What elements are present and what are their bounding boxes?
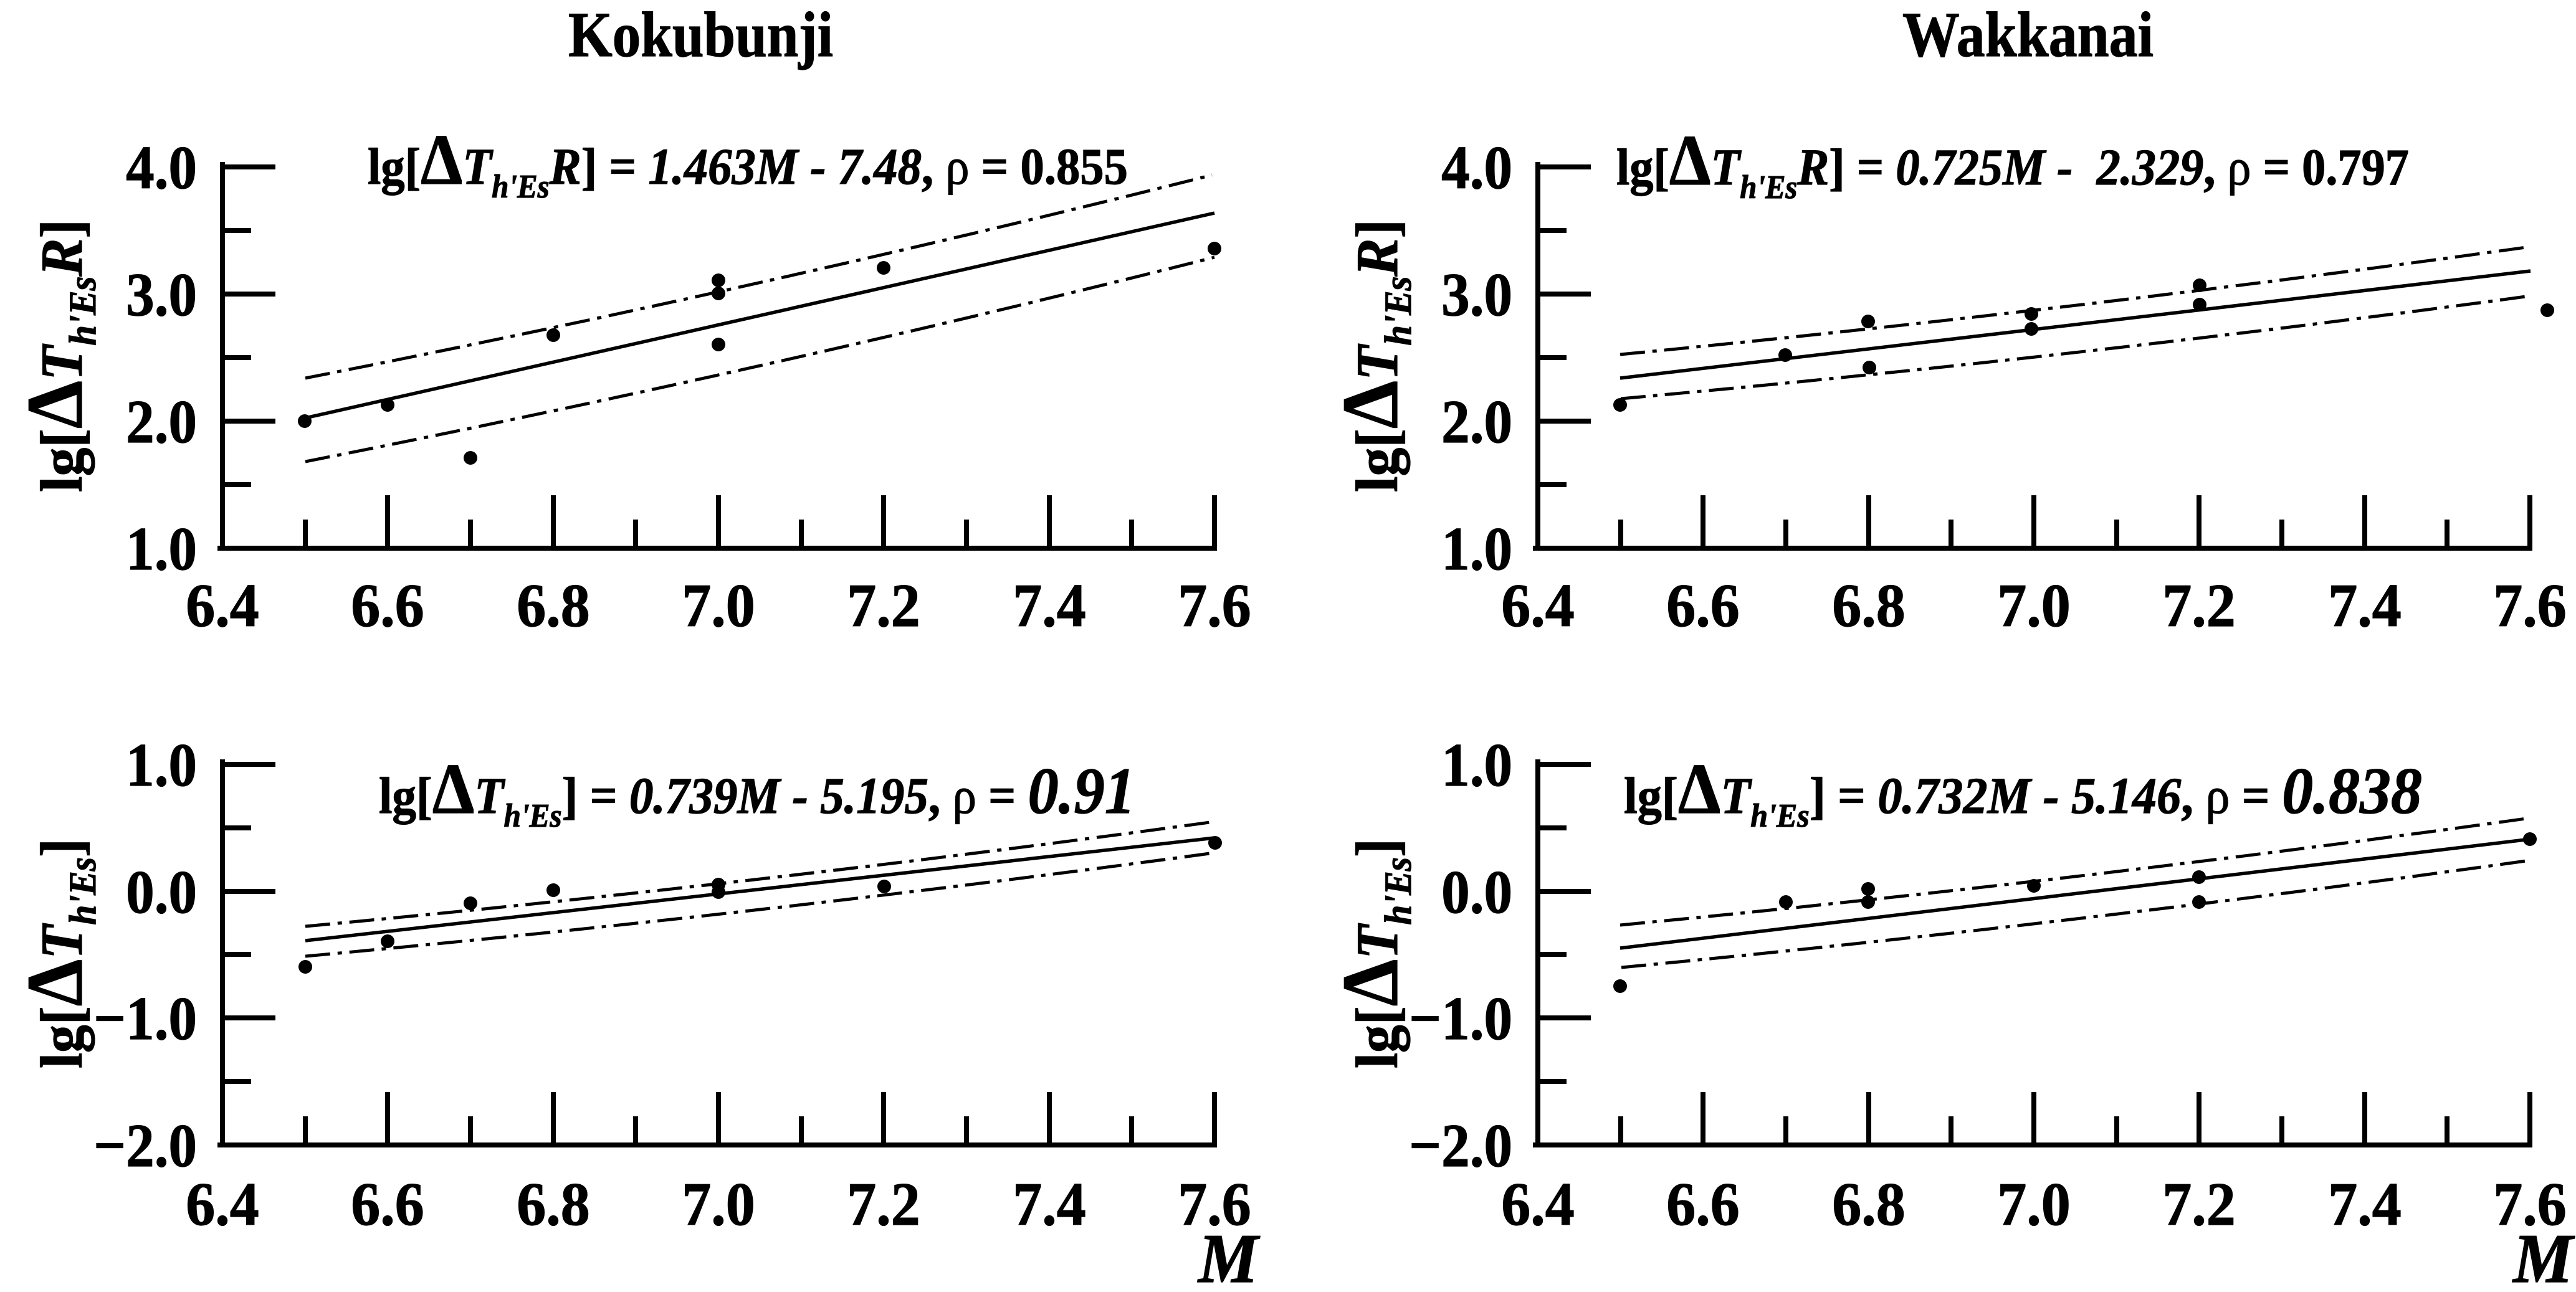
svg-text:7.0: 7.0 (1997, 1170, 2071, 1238)
svg-text:7.4: 7.4 (2328, 571, 2402, 640)
svg-text:7.2: 7.2 (847, 571, 920, 640)
svg-text:M: M (2512, 1220, 2575, 1292)
svg-text:lg[ΔTh'Es]: lg[ΔTh'Es] (11, 838, 103, 1068)
svg-text:6.6: 6.6 (351, 1170, 424, 1238)
svg-text:1.0: 1.0 (126, 515, 197, 583)
svg-text:1.0: 1.0 (1441, 731, 1512, 799)
svg-text:7.6: 7.6 (2493, 1170, 2567, 1238)
svg-text:lg[ΔTh'EsR] = 0.725M - 2.329,: lg[ΔTh'EsR] = 0.725M - 2.329, ρ = 0.797 (1616, 121, 2409, 206)
svg-text:lg[ΔTh'Es] = 0.732M - 5.146, ρ: lg[ΔTh'Es] = 0.732M - 5.146, ρ = 0.838 (1624, 749, 2422, 834)
svg-text:−1.0: −1.0 (1409, 984, 1512, 1053)
svg-text:7.0: 7.0 (682, 571, 755, 640)
svg-text:6.4: 6.4 (186, 1170, 259, 1238)
svg-text:lg[ΔTh'Es] = 0.739M - 5.195, ρ: lg[ΔTh'Es] = 0.739M - 5.195, ρ = 0.91 (379, 749, 1135, 834)
svg-text:7.2: 7.2 (847, 1170, 920, 1238)
svg-text:4.0: 4.0 (1441, 133, 1512, 202)
svg-text:3.0: 3.0 (126, 260, 197, 329)
svg-text:0.0: 0.0 (126, 858, 197, 926)
svg-text:6.8: 6.8 (517, 571, 590, 640)
svg-text:2.0: 2.0 (1441, 387, 1512, 456)
svg-text:lg[ΔTh'EsR]: lg[ΔTh'EsR] (1327, 219, 1419, 492)
svg-text:7.4: 7.4 (1013, 1170, 1086, 1238)
svg-text:Kokubunji: Kokubunji (568, 0, 833, 70)
svg-text:6.4: 6.4 (186, 571, 259, 640)
svg-text:7.6: 7.6 (2493, 571, 2567, 640)
svg-text:3.0: 3.0 (1441, 260, 1512, 329)
svg-text:−2.0: −2.0 (93, 1111, 197, 1180)
svg-text:7.4: 7.4 (2328, 1170, 2402, 1238)
svg-text:−1.0: −1.0 (93, 984, 197, 1053)
svg-text:6.6: 6.6 (1666, 1170, 1740, 1238)
svg-text:Wakkanai: Wakkanai (1902, 0, 2154, 70)
svg-text:7.0: 7.0 (1997, 571, 2071, 640)
svg-text:7.6: 7.6 (1178, 571, 1251, 640)
svg-text:6.4: 6.4 (1501, 571, 1575, 640)
svg-text:7.2: 7.2 (2162, 1170, 2236, 1238)
svg-text:7.0: 7.0 (682, 1170, 755, 1238)
svg-text:0.0: 0.0 (1441, 858, 1512, 926)
svg-text:7.2: 7.2 (2162, 571, 2236, 640)
svg-text:−2.0: −2.0 (1409, 1111, 1512, 1180)
svg-text:6.8: 6.8 (1832, 1170, 1906, 1238)
svg-text:1.0: 1.0 (1441, 515, 1512, 583)
svg-text:6.4: 6.4 (1501, 1170, 1575, 1238)
svg-text:lg[ΔTh'Es]: lg[ΔTh'Es] (1326, 838, 1419, 1068)
svg-text:6.6: 6.6 (1666, 571, 1740, 640)
svg-text:6.8: 6.8 (1832, 571, 1906, 640)
svg-text:lg[ΔTh'EsR]: lg[ΔTh'EsR] (11, 219, 103, 492)
svg-text:6.6: 6.6 (351, 571, 424, 640)
svg-text:4.0: 4.0 (126, 133, 197, 202)
svg-text:2.0: 2.0 (126, 387, 197, 456)
svg-text:lg[ΔTh'EsR] = 1.463M - 7.48, ρ: lg[ΔTh'EsR] = 1.463M - 7.48, ρ = 0.855 (368, 120, 1128, 205)
svg-text:7.4: 7.4 (1013, 571, 1086, 640)
svg-text:M: M (1197, 1220, 1260, 1292)
svg-text:1.0: 1.0 (126, 731, 197, 799)
svg-text:6.8: 6.8 (517, 1170, 590, 1238)
svg-text:7.6: 7.6 (1178, 1170, 1251, 1238)
